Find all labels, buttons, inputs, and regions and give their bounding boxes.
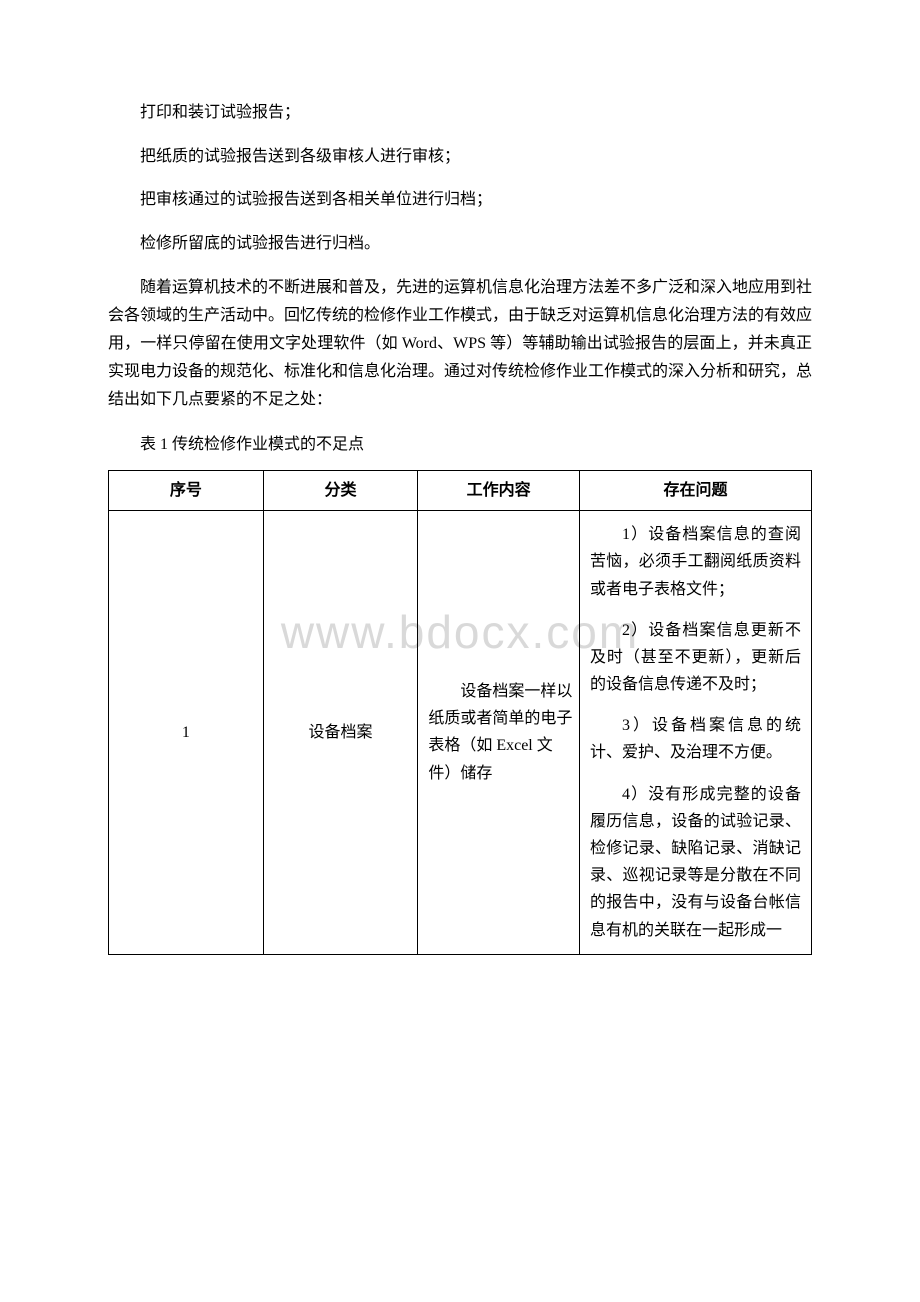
document-body: 打印和装订试验报告； 把纸质的试验报告送到各级审核人进行审核； 把审核通过的试验… (108, 100, 812, 955)
header-category: 分类 (263, 470, 418, 510)
shortcomings-table: 序号 分类 工作内容 存在问题 1 设备档案 设备档案一样以纸质或者简单的电子表… (108, 470, 812, 955)
problem-item-3: 3）设备档案信息的统计、爱护、及治理不方便。 (590, 712, 801, 766)
paragraph-4: 检修所留底的试验报告进行归档。 (108, 231, 812, 257)
paragraph-3: 把审核通过的试验报告送到各相关单位进行归档； (108, 187, 812, 213)
problem-item-4: 4）没有形成完整的设备履历信息，设备的试验记录、检修记录、缺陷记录、消缺记录、巡… (590, 781, 801, 944)
table-header-row: 序号 分类 工作内容 存在问题 (109, 470, 812, 510)
paragraph-2: 把纸质的试验报告送到各级审核人进行审核； (108, 144, 812, 170)
paragraph-5: 随着运算机技术的不断进展和普及，先进的运算机信息化治理方法差不多广泛和深入地应用… (108, 274, 812, 414)
cell-category: 设备档案 (263, 511, 418, 955)
table-caption: 表 1 传统检修作业模式的不足点 (108, 432, 812, 458)
paragraph-1: 打印和装订试验报告； (108, 100, 812, 126)
cell-seq: 1 (109, 511, 264, 955)
problem-item-2: 2）设备档案信息更新不及时（甚至不更新），更新后的设备信息传递不及时； (590, 617, 801, 699)
header-problems: 存在问题 (580, 470, 812, 510)
header-seq: 序号 (109, 470, 264, 510)
cell-work: 设备档案一样以纸质或者简单的电子表格（如 Excel 文件）储存 (418, 511, 580, 955)
header-work: 工作内容 (418, 470, 580, 510)
cell-problems: 1）设备档案信息的查阅苦恼，必须手工翻阅纸质资料或者电子表格文件； 2）设备档案… (580, 511, 812, 955)
problem-item-1: 1）设备档案信息的查阅苦恼，必须手工翻阅纸质资料或者电子表格文件； (590, 521, 801, 603)
table-row: 1 设备档案 设备档案一样以纸质或者简单的电子表格（如 Excel 文件）储存 … (109, 511, 812, 955)
